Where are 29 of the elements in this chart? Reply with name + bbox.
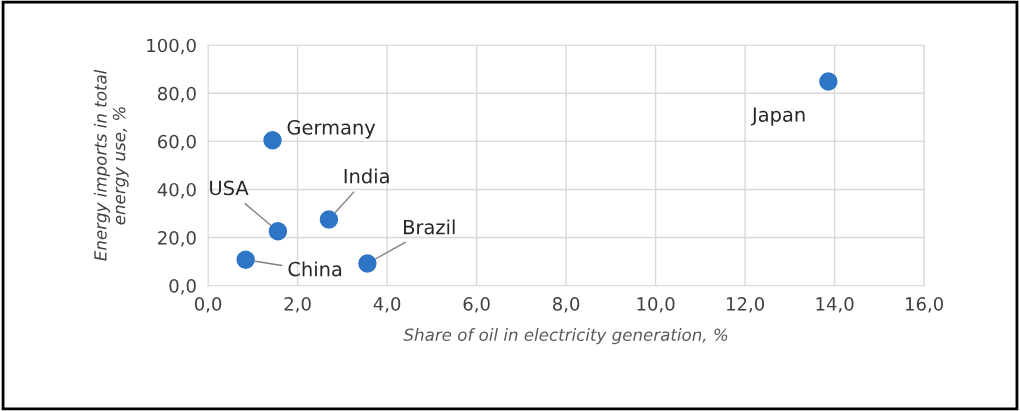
point [358, 254, 377, 273]
annotation: India [344, 168, 389, 184]
y-tick-label: 20,0 [158, 231, 196, 247]
point [819, 72, 838, 91]
point [319, 210, 339, 229]
point [236, 250, 255, 269]
y-tick-label: 40,0 [157, 182, 196, 199]
x-tick-label: 4,0 [373, 297, 401, 313]
point [268, 222, 288, 241]
x-tick-label: 14,0 [816, 297, 854, 313]
x-tick-label: 10,0 [637, 297, 675, 313]
annotation: Japan [750, 107, 805, 126]
x-tick-label: 6,0 [463, 297, 490, 313]
y-axis-title: Energy imports in total energy use, % [93, 69, 129, 261]
y-tick-label: 80,0 [157, 86, 196, 103]
y-tick-label: 60,0 [158, 134, 196, 151]
annotation: USA [210, 180, 249, 196]
point [263, 130, 282, 150]
y-tick-label: 100,0 [147, 38, 196, 55]
x-tick-label: 12,0 [726, 297, 765, 313]
annotation: Brazil [404, 219, 455, 235]
x-tick-label: 0,0 [194, 297, 222, 313]
x-axis-title: Share of oil in electricity generation, % [403, 328, 728, 345]
y-tick-label: 0,0 [169, 279, 196, 295]
annotation: China [288, 261, 342, 277]
annotation: Germany [287, 120, 376, 139]
x-tick-label: 2,0 [284, 297, 311, 313]
x-tick-label: 16,0 [906, 297, 944, 313]
x-tick-label: 8,0 [552, 297, 580, 313]
